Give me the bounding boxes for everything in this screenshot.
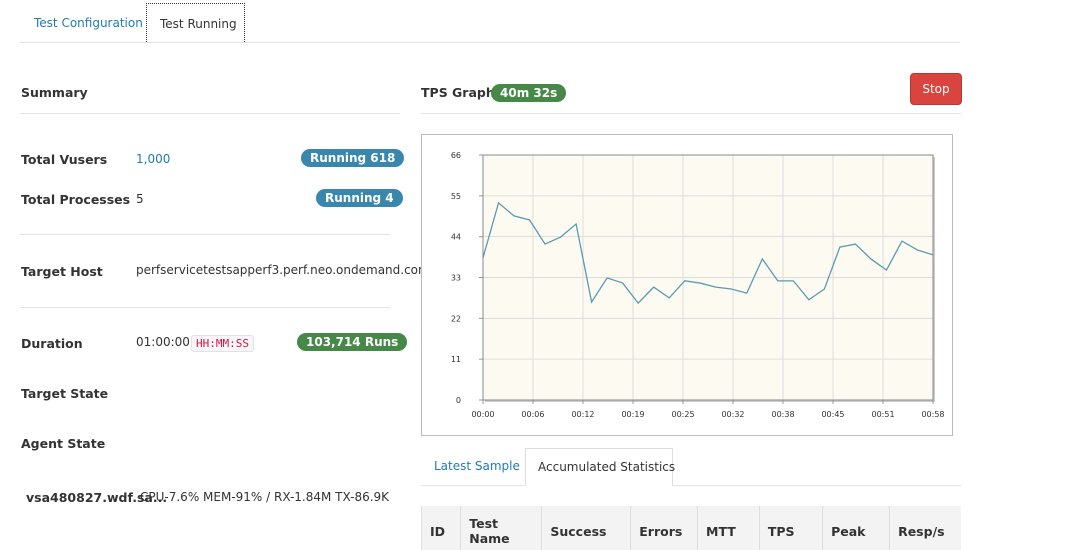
x-tick-label: 00:00: [471, 410, 494, 419]
active-tab[interactable]: Accumulated Statistics: [525, 448, 676, 486]
badge: 103,714 Runs: [297, 333, 408, 351]
agent-stats: CPU-7.6% MEM-91% / RX-1.84M TX-86.9K: [140, 490, 390, 504]
stop-button[interactable]: Stop: [910, 73, 962, 105]
divider: [421, 485, 525, 486]
tab[interactable]: Test Configuration: [34, 16, 143, 30]
x-tick-label: 00:25: [671, 410, 694, 419]
tab-label: Accumulated Statistics: [538, 460, 676, 474]
field-value: 5: [136, 192, 144, 206]
divider: [20, 307, 390, 308]
x-tick-label: 00:06: [521, 410, 544, 419]
active-tab[interactable]: Test Running: [146, 3, 245, 42]
format-hint: HH:MM:SS: [191, 335, 254, 352]
x-tick-label: 00:38: [771, 410, 794, 419]
divider: [20, 234, 390, 235]
x-tick-label: 00:12: [571, 410, 594, 419]
field-value: 01:00:00: [136, 335, 190, 349]
field-value[interactable]: 1,000: [136, 152, 171, 166]
column-header: TPS: [758, 506, 823, 550]
field-value: perfservicetestsapperf3.perf.neo.ondeman…: [136, 263, 430, 277]
column-header: Test Name: [460, 506, 542, 550]
stats-table: ID Test Name Success Errors MTT TPS Peak Resp/s: [420, 506, 961, 550]
x-tick-label: 00:32: [721, 410, 744, 419]
x-tick-label: 00:19: [621, 410, 644, 419]
x-tick-label: 00:45: [821, 410, 844, 419]
tab[interactable]: Latest Sample: [434, 459, 520, 473]
y-tick-label: 0: [456, 396, 461, 405]
elapsed-badge: 40m 32s: [491, 84, 567, 102]
badge: Running 4: [316, 189, 403, 207]
field-label: Total Vusers: [21, 152, 108, 167]
x-tick-label: 00:58: [921, 410, 944, 419]
field-label: Total Processes: [21, 192, 131, 207]
plot-border: [482, 154, 934, 401]
section-title: Summary: [21, 85, 88, 100]
column-header: Errors: [630, 506, 698, 550]
tps-chart: 0 11 22 33 44 55 66 00:00 00:06 00:12 00:19 00:25 00…: [421, 134, 953, 436]
y-tick-label: 11: [451, 355, 461, 364]
field-label: Target Host: [21, 264, 103, 279]
column-header: ID: [420, 506, 461, 550]
field-label: Duration: [21, 336, 83, 351]
agent-host: vsa480827.wdf.sa...: [26, 490, 168, 505]
y-tick-label: 44: [451, 233, 461, 242]
column-header: Peak: [822, 506, 890, 550]
field-label: Target State: [21, 386, 109, 401]
divider: [20, 113, 400, 114]
column-header: Success: [541, 506, 631, 550]
field-label: Agent State: [21, 436, 106, 451]
tab-label: Test Running: [160, 17, 237, 31]
page: Test Configuration Test Running Summary …: [20, 3, 962, 550]
divider: [672, 485, 961, 486]
x-tick-label: 00:51: [872, 410, 895, 419]
badge: Running 618: [301, 149, 405, 167]
y-tick-label: 66: [451, 151, 461, 160]
series-line: [482, 201, 934, 305]
divider: [421, 113, 961, 114]
section-title: TPS Graph: [421, 85, 495, 100]
y-tick-label: 33: [451, 274, 461, 283]
column-header: MTT: [697, 506, 760, 550]
header-row: ID Test Name Success Errors MTT TPS Peak Resp/s: [420, 506, 961, 550]
y-tick-label: 22: [451, 314, 461, 323]
y-tick-label: 55: [451, 192, 461, 201]
divider: [20, 42, 960, 43]
column-header: Resp/s: [889, 506, 961, 550]
